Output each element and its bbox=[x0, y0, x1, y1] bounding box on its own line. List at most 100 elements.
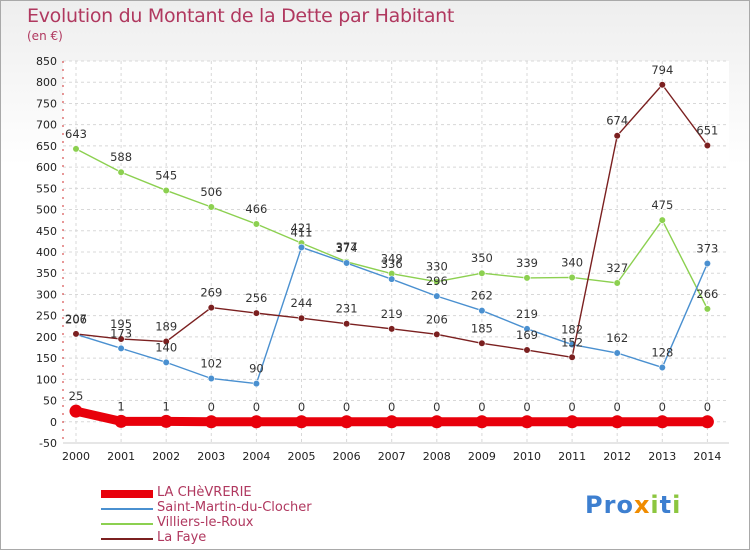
y-tick-label: 650 bbox=[36, 140, 57, 153]
data-label: 421 bbox=[291, 221, 313, 235]
data-label: 651 bbox=[696, 123, 718, 137]
data-point bbox=[658, 363, 666, 372]
x-tick-label: 2010 bbox=[513, 450, 541, 463]
data-point bbox=[565, 415, 579, 429]
data-label: 90 bbox=[249, 362, 264, 376]
data-point bbox=[388, 325, 396, 333]
data-point bbox=[523, 274, 531, 282]
data-label: 102 bbox=[200, 356, 222, 370]
data-point bbox=[568, 353, 576, 361]
y-tick-label: 350 bbox=[36, 267, 57, 280]
chart-subtitle: (en €) bbox=[27, 29, 63, 43]
data-label: 349 bbox=[381, 252, 403, 266]
data-point bbox=[385, 415, 399, 429]
y-tick-label: 400 bbox=[36, 246, 57, 259]
y-tick-label: 100 bbox=[36, 373, 57, 386]
data-label: 169 bbox=[516, 328, 538, 342]
data-point bbox=[610, 415, 624, 429]
legend-swatch bbox=[101, 490, 153, 498]
data-point bbox=[433, 278, 441, 286]
data-label: 195 bbox=[110, 317, 132, 331]
axes: -500501001502002503003504004505005506006… bbox=[36, 55, 729, 463]
data-point bbox=[478, 339, 486, 347]
data-labels: 643 588 545 506 466 421 377 349 330 350 339 340 327 4… bbox=[65, 63, 718, 414]
data-label: 330 bbox=[426, 260, 448, 274]
data-label: 0 bbox=[343, 400, 350, 414]
chart-title: Evolution du Montant de la Dette par Hab… bbox=[27, 5, 455, 27]
grid bbox=[63, 60, 729, 444]
data-point bbox=[658, 81, 666, 89]
logo-letter: P bbox=[585, 491, 604, 519]
data-point bbox=[117, 168, 125, 176]
legend-swatch bbox=[101, 538, 153, 540]
data-label: 588 bbox=[110, 150, 132, 164]
data-point bbox=[388, 275, 396, 283]
data-label: 266 bbox=[696, 287, 718, 301]
data-label: 0 bbox=[659, 400, 666, 414]
data-point bbox=[162, 186, 170, 195]
data-point bbox=[700, 415, 714, 429]
x-tick-label: 2007 bbox=[378, 450, 406, 463]
data-point bbox=[433, 330, 441, 338]
data-point bbox=[568, 273, 576, 282]
data-point bbox=[207, 304, 215, 312]
x-tick-label: 2002 bbox=[152, 450, 180, 463]
data-point bbox=[297, 243, 306, 251]
data-point bbox=[478, 269, 486, 277]
proxiti-logo: Proxiti bbox=[585, 491, 681, 519]
data-label: 185 bbox=[471, 321, 493, 335]
data-label: 231 bbox=[336, 302, 358, 316]
data-point bbox=[252, 379, 260, 388]
logo-letter: i bbox=[650, 491, 660, 519]
legend-swatch bbox=[101, 523, 153, 525]
data-label: 256 bbox=[245, 291, 267, 305]
data-point bbox=[478, 306, 486, 315]
data-point bbox=[159, 414, 173, 428]
y-tick-label: 800 bbox=[36, 76, 57, 89]
data-point bbox=[703, 305, 712, 313]
data-label: 643 bbox=[65, 127, 87, 141]
data-label: 173 bbox=[110, 326, 132, 340]
data-label: 350 bbox=[471, 251, 493, 265]
data-label: 0 bbox=[523, 400, 530, 414]
y-tick-label: 450 bbox=[36, 225, 57, 238]
data-label: 1 bbox=[117, 399, 124, 413]
data-point bbox=[207, 203, 215, 211]
data-label: 0 bbox=[433, 400, 440, 414]
data-point bbox=[703, 141, 712, 150]
data-point bbox=[433, 292, 441, 300]
data-point bbox=[613, 279, 621, 287]
y-tick-label: 600 bbox=[36, 161, 57, 174]
data-label: 0 bbox=[478, 400, 485, 414]
data-label: 182 bbox=[561, 323, 583, 337]
data-point bbox=[297, 314, 306, 322]
data-label: 0 bbox=[388, 400, 395, 414]
y-tick-label: -50 bbox=[39, 437, 57, 450]
legend-label: Saint-Martin-du-Clocher bbox=[157, 500, 312, 515]
data-point bbox=[658, 216, 666, 224]
data-label: 206 bbox=[65, 312, 87, 326]
data-point bbox=[343, 259, 351, 267]
data-label: 336 bbox=[381, 257, 403, 271]
data-label: 0 bbox=[704, 400, 711, 414]
y-tick-label: 300 bbox=[36, 288, 57, 301]
data-point bbox=[204, 415, 218, 429]
data-label: 152 bbox=[561, 335, 583, 349]
data-label: 377 bbox=[336, 240, 358, 254]
y-tick-label: 700 bbox=[36, 119, 57, 132]
y-tick-label: 850 bbox=[36, 55, 57, 68]
data-point bbox=[430, 415, 444, 429]
y-tick-label: 200 bbox=[36, 331, 57, 344]
data-label: 0 bbox=[568, 400, 575, 414]
y-tick-label: 500 bbox=[36, 204, 57, 217]
y-tick-label: 0 bbox=[50, 416, 57, 429]
data-point bbox=[69, 404, 83, 418]
data-label: 466 bbox=[245, 202, 267, 216]
data-point bbox=[162, 337, 170, 346]
x-tick-label: 2013 bbox=[648, 450, 676, 463]
data-point bbox=[340, 415, 354, 429]
data-label: 506 bbox=[200, 185, 222, 199]
data-label: 140 bbox=[155, 340, 177, 354]
data-point bbox=[613, 349, 621, 357]
